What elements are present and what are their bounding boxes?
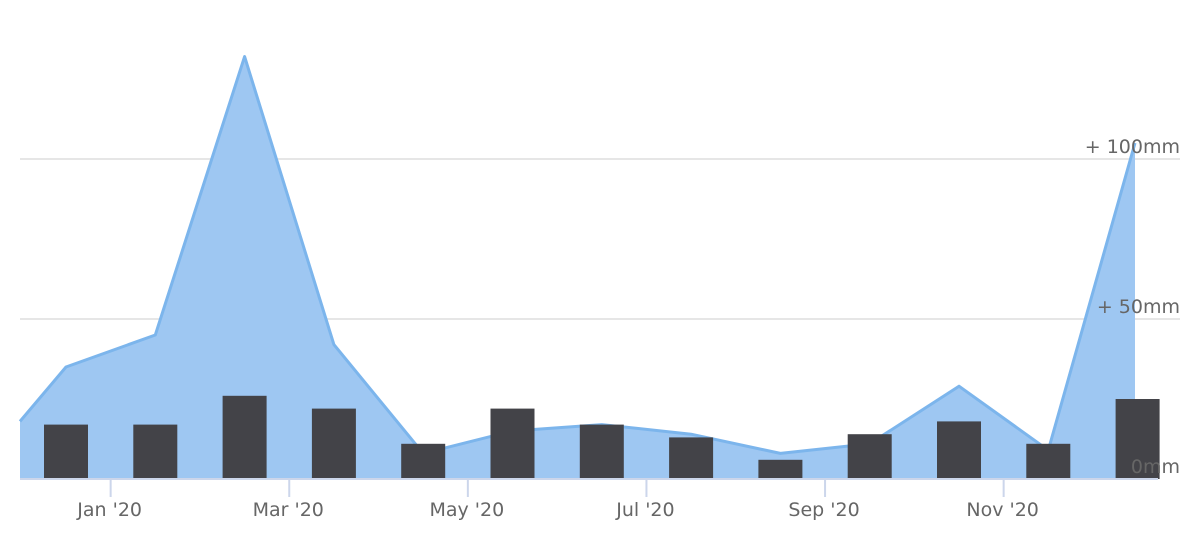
x-tick-label-2: May '20 (429, 499, 504, 521)
bar-series (44, 395, 1160, 479)
bar-2 (222, 395, 267, 479)
y-tick-label-2: + 100mm (1085, 136, 1180, 158)
area-fill (20, 56, 1135, 479)
bar-7 (669, 437, 714, 479)
bar-12 (1115, 399, 1160, 479)
y-axis: 0mm + 50mm + 100mm (1085, 136, 1180, 478)
x-tick-label-5: Nov '20 (966, 499, 1039, 521)
area-line (18, 55, 1137, 455)
bar-10 (937, 421, 981, 479)
x-tick-label-0: Jan '20 (76, 499, 142, 521)
bar-8 (758, 459, 803, 479)
x-tick-label-4: Sep '20 (788, 499, 859, 521)
bar-11 (1026, 443, 1071, 479)
bar-9 (847, 434, 892, 479)
bar-1 (133, 424, 178, 479)
x-axis: Jan '20 Mar '20 May '20 Jul '20 Sep '20 Nov '… (20, 478, 1158, 521)
bar-0 (44, 424, 88, 479)
bar-3 (311, 408, 356, 479)
bar-4 (401, 443, 446, 479)
y-tick-label-1: + 50mm (1097, 296, 1180, 318)
x-tick-label-1: Mar '20 (253, 499, 324, 521)
bar-5 (490, 408, 535, 479)
area-series (18, 55, 1137, 479)
x-tick-label-3: Jul '20 (615, 499, 674, 521)
bar-6 (579, 424, 624, 479)
y-tick-label-0: 0mm (1131, 456, 1180, 478)
